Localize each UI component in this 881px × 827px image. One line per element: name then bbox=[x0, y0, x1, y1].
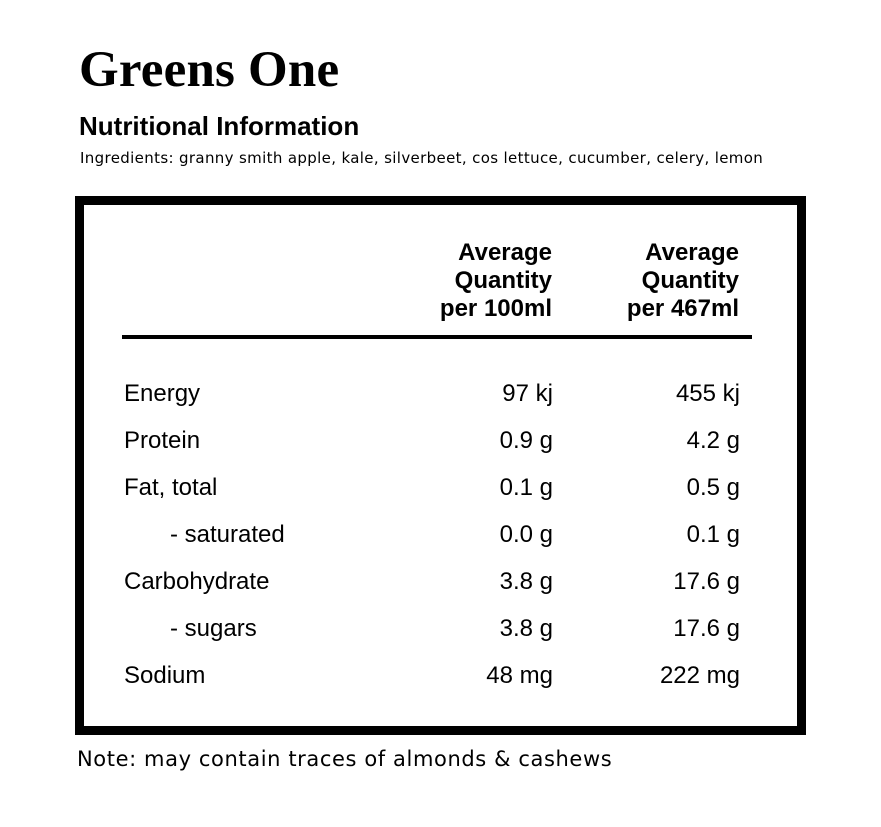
column-header-line: Average bbox=[645, 239, 739, 266]
value-per-100ml: 3.8 g bbox=[499, 568, 553, 595]
nutrition-row-protein: Protein 0.9 g 4.2 g bbox=[84, 417, 797, 464]
nutrient-name: - sugars bbox=[170, 615, 257, 642]
nutrition-row-sodium: Sodium 48 mg 222 mg bbox=[84, 652, 797, 699]
value-per-467ml: 17.6 g bbox=[673, 615, 740, 642]
nutrient-name: Fat, total bbox=[124, 474, 218, 501]
nutrient-name: Carbohydrate bbox=[124, 568, 270, 595]
allergen-note: Note: may contain traces of almonds & ca… bbox=[77, 747, 613, 771]
column-header-per-467ml: Average Quantity per 467ml bbox=[539, 239, 739, 323]
column-header-line: per 100ml bbox=[439, 295, 552, 322]
nutrient-name: Protein bbox=[124, 427, 201, 454]
nutrition-row-energy: Energy 97 kj 455 kj bbox=[84, 370, 797, 417]
value-per-100ml: 0.9 g bbox=[499, 427, 553, 454]
value-per-467ml: 4.2 g bbox=[686, 427, 740, 454]
value-per-467ml: 0.5 g bbox=[686, 474, 740, 501]
column-header-line: Quantity bbox=[454, 267, 552, 294]
value-per-100ml: 48 mg bbox=[486, 662, 553, 689]
nutrient-name: Energy bbox=[124, 380, 201, 407]
nutrition-row-fat-total: Fat, total 0.1 g 0.5 g bbox=[84, 464, 797, 511]
value-per-467ml: 17.6 g bbox=[673, 568, 740, 595]
value-per-467ml: 222 mg bbox=[659, 662, 740, 689]
section-subtitle: Nutritional Information bbox=[79, 111, 360, 141]
nutrition-panel: Average Quantity per 100ml Average Quant… bbox=[75, 196, 806, 735]
product-title: Greens One bbox=[79, 42, 340, 98]
value-per-100ml: 97 kj bbox=[502, 380, 553, 407]
ingredients-text: Ingredients: granny smith apple, kale, s… bbox=[80, 149, 764, 167]
value-per-467ml: 0.1 g bbox=[686, 521, 740, 548]
column-header-line: Average bbox=[458, 239, 552, 266]
header-divider bbox=[122, 335, 752, 339]
nutrient-name: - saturated bbox=[170, 521, 285, 548]
value-per-100ml: 0.0 g bbox=[499, 521, 553, 548]
nutrition-rows: Energy 97 kj 455 kj Protein 0.9 g 4.2 g … bbox=[84, 370, 797, 699]
value-per-467ml: 455 kj bbox=[675, 380, 740, 407]
nutrition-row-sugars: - sugars 3.8 g 17.6 g bbox=[84, 605, 797, 652]
value-per-100ml: 0.1 g bbox=[499, 474, 553, 501]
nutrition-row-carbohydrate: Carbohydrate 3.8 g 17.6 g bbox=[84, 558, 797, 605]
nutrient-name: Sodium bbox=[124, 662, 206, 689]
value-per-100ml: 3.8 g bbox=[499, 615, 553, 642]
nutrition-row-saturated: - saturated 0.0 g 0.1 g bbox=[84, 511, 797, 558]
column-header-per-100ml: Average Quantity per 100ml bbox=[352, 239, 552, 323]
column-header-line: per 467ml bbox=[626, 295, 739, 322]
column-header-line: Quantity bbox=[641, 267, 739, 294]
